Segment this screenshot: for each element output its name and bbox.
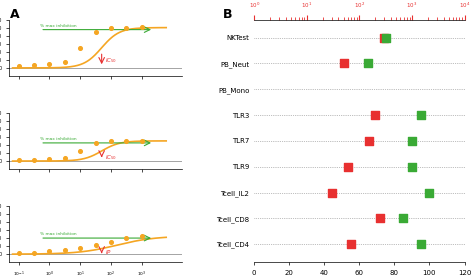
Text: % max inhibition: % max inhibition (40, 24, 77, 28)
Point (382, 35, 390, 40)
Point (138, 139, 146, 143)
Text: $IC_{50}$: $IC_{50}$ (105, 153, 118, 162)
Text: $IP$: $IP$ (105, 248, 112, 256)
Point (107, 26, 115, 31)
Point (372, 113, 379, 117)
Text: A: A (9, 8, 19, 21)
Point (30, 158, 38, 162)
Text: % max inhibition: % max inhibition (40, 232, 77, 237)
Point (30, 63, 38, 67)
Point (30, 250, 38, 255)
Point (365, 139, 373, 143)
Point (400, 216, 407, 221)
Point (328, 190, 336, 195)
Point (15, 251, 22, 256)
Point (408, 139, 416, 143)
Point (376, 216, 384, 221)
Point (107, 240, 115, 244)
Point (61, 60, 69, 64)
Point (138, 25, 146, 29)
Point (92, 29, 100, 34)
Point (76, 246, 84, 250)
Point (92, 141, 100, 145)
Point (122, 139, 130, 143)
Point (408, 165, 416, 169)
Text: % max inhibition: % max inhibition (40, 137, 77, 141)
Point (340, 61, 347, 66)
Text: B: B (223, 8, 232, 21)
Point (107, 139, 115, 143)
Point (92, 243, 100, 247)
Point (76, 45, 84, 50)
Point (61, 156, 69, 160)
Point (417, 242, 425, 246)
Point (138, 234, 146, 238)
Point (46, 62, 53, 66)
Point (46, 249, 53, 254)
Text: $IC_{50}$: $IC_{50}$ (105, 56, 118, 65)
Point (76, 149, 84, 153)
Point (61, 248, 69, 252)
Point (46, 157, 53, 161)
Point (381, 35, 388, 40)
Point (122, 236, 130, 240)
Point (365, 61, 372, 66)
Point (15, 158, 22, 162)
Point (426, 190, 433, 195)
Point (122, 25, 130, 30)
Point (347, 242, 355, 246)
Point (417, 113, 425, 117)
Point (15, 64, 22, 68)
Point (344, 165, 352, 169)
